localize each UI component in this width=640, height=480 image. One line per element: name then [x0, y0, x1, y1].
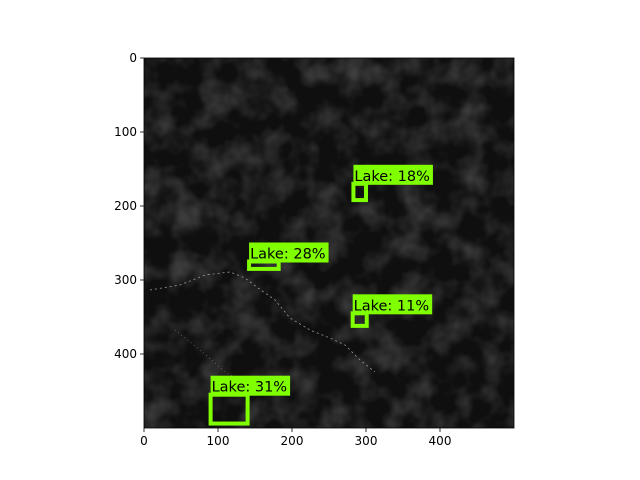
image-texture [144, 58, 514, 428]
satellite-image [144, 58, 514, 428]
y-tick-label: 0 [129, 51, 137, 65]
x-tick-label: 300 [355, 434, 378, 448]
detection: Lake: 28% [247, 242, 329, 271]
x-axis: 0 100 200 300 400 [140, 428, 451, 448]
detection-label: Lake: 11% [354, 298, 430, 314]
y-tick-label: 300 [114, 273, 137, 287]
y-tick-label: 200 [114, 199, 137, 213]
detection-label: Lake: 28% [250, 247, 326, 263]
detection-label-bg [210, 375, 291, 396]
y-tick-label: 400 [114, 347, 137, 361]
detection-label: Lake: 18% [354, 169, 430, 185]
y-tick-label: 100 [114, 125, 137, 139]
detection-label-bg [352, 294, 433, 315]
y-axis: 0 100 200 300 400 [114, 51, 144, 361]
x-tick-label: 200 [281, 434, 304, 448]
detections: Lake: 18% Lake: 28% Lake: 11% Lake: 31% [208, 164, 433, 426]
x-tick-label: 400 [429, 434, 452, 448]
detection-label-bg [353, 164, 433, 185]
x-tick-label: 100 [207, 434, 230, 448]
detection: Lake: 31% [208, 375, 291, 426]
detection-label-bg [249, 242, 329, 263]
plot-frame [143, 57, 515, 429]
river-line [149, 271, 376, 373]
x-tick-label: 0 [140, 434, 148, 448]
detection-label: Lake: 31% [212, 380, 288, 396]
detection: Lake: 18% [351, 164, 433, 203]
detection: Lake: 11% [350, 294, 433, 328]
